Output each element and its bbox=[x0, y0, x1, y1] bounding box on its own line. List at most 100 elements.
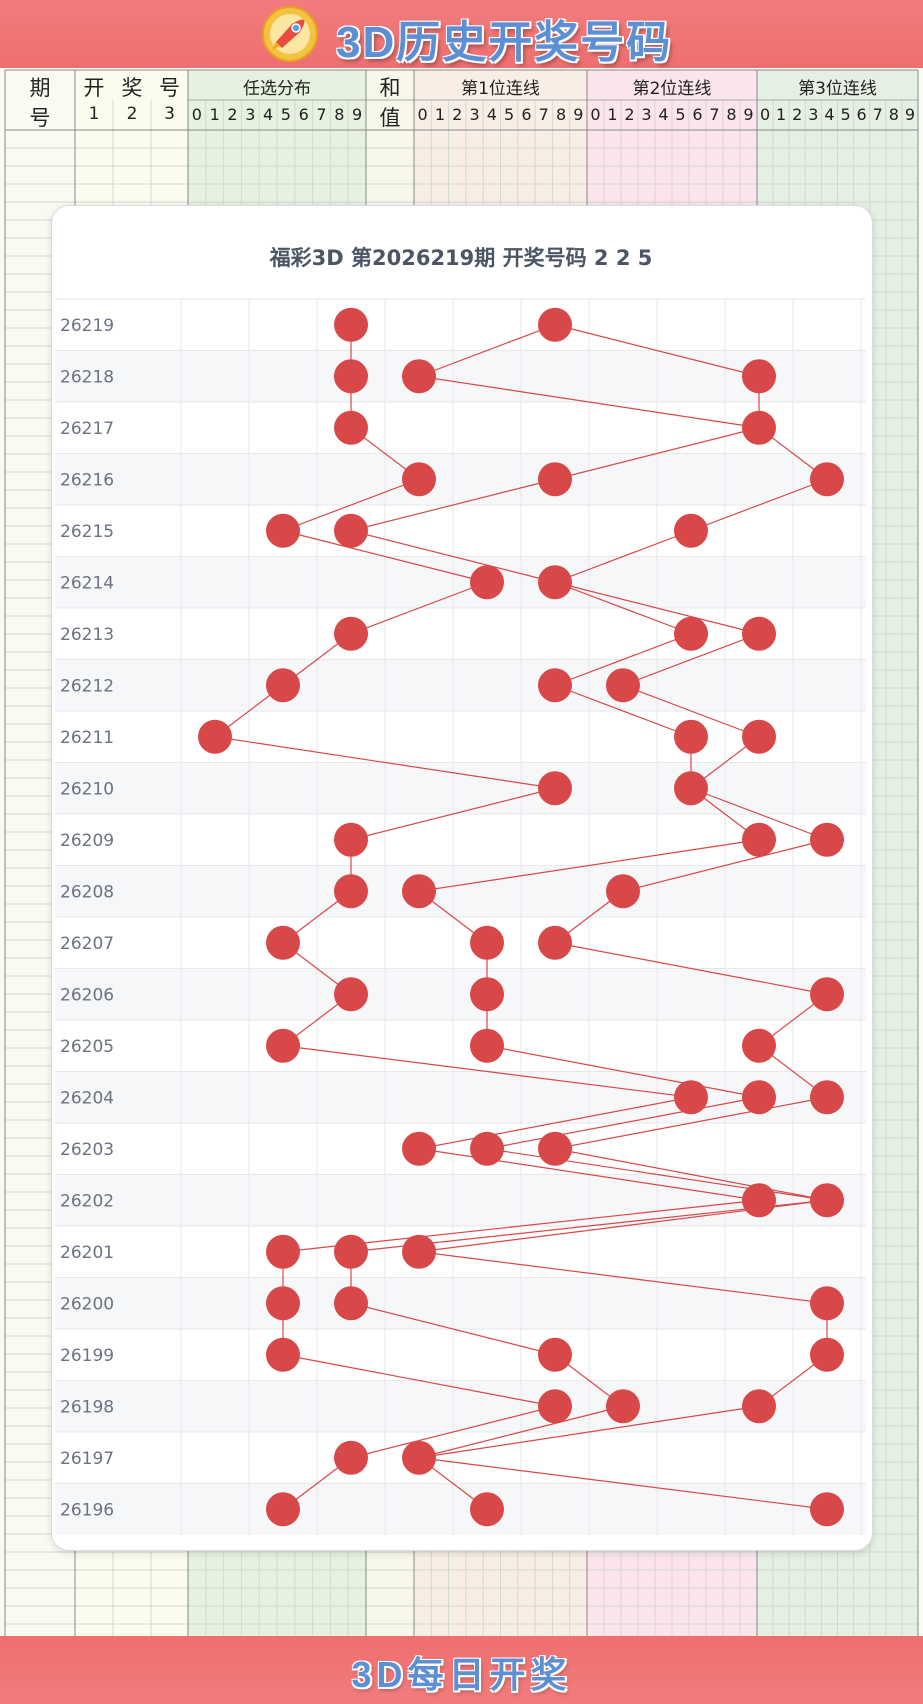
draw-ball-26196-4 bbox=[470, 1492, 504, 1527]
header-digit-3-6: 6 bbox=[856, 105, 867, 124]
trend-line-segment bbox=[554, 1148, 828, 1201]
footer-title: 3D每日开奖 bbox=[351, 1654, 572, 1695]
draw-ball-26197-3 bbox=[402, 1440, 436, 1475]
draw-ball-26202-9 bbox=[810, 1183, 844, 1218]
top-banner: 3D历史开奖号码 bbox=[0, 0, 923, 68]
draw-ball-26211-8 bbox=[742, 719, 776, 754]
period-label: 26209 bbox=[60, 831, 114, 851]
draw-ball-26219-5 bbox=[538, 307, 572, 342]
header-digit-3-9: 9 bbox=[904, 105, 916, 124]
draw-ball-26208-2 bbox=[334, 874, 368, 909]
header-digit-0-5: 5 bbox=[280, 105, 291, 124]
period-label: 26201 bbox=[60, 1243, 114, 1263]
header-digit-2-4: 4 bbox=[658, 105, 669, 124]
period-label: 26198 bbox=[60, 1397, 114, 1417]
row-stripe bbox=[55, 762, 866, 814]
trend-line-segment bbox=[486, 1045, 760, 1098]
period-label: 26208 bbox=[60, 882, 114, 902]
draw-ball-26214-5 bbox=[538, 565, 572, 600]
period-label: 26197 bbox=[60, 1449, 114, 1469]
draw-ball-26196-1 bbox=[266, 1492, 300, 1527]
period-label: 26196 bbox=[60, 1500, 114, 1520]
period-label: 26215 bbox=[60, 522, 114, 542]
period-label: 26216 bbox=[60, 470, 114, 490]
header-draw-index-2: 2 bbox=[126, 104, 138, 124]
draw-ball-26203-4 bbox=[470, 1131, 504, 1166]
header-digit-2-9: 9 bbox=[743, 105, 754, 124]
row-stripe bbox=[55, 968, 866, 1020]
trend-line-segment bbox=[690, 478, 828, 532]
trend-line-segment bbox=[282, 1045, 692, 1098]
trend-line-segment bbox=[418, 324, 556, 377]
trend-line-segment bbox=[554, 581, 760, 635]
header-digit-0-6: 6 bbox=[298, 105, 309, 124]
header-position-2: 第2位连线 bbox=[632, 79, 712, 99]
period-label: 26200 bbox=[60, 1294, 114, 1314]
draw-ball-26212-1 bbox=[266, 668, 300, 703]
row-stripe bbox=[55, 453, 866, 505]
row-stripe bbox=[55, 659, 866, 711]
trend-line-segment bbox=[350, 478, 556, 532]
header-digit-2-1: 1 bbox=[607, 105, 618, 124]
period-label: 26212 bbox=[60, 676, 114, 696]
row-stripe bbox=[55, 1071, 866, 1123]
header-digit-1-7: 7 bbox=[538, 105, 549, 124]
draw-ball-26207-1 bbox=[266, 925, 300, 960]
header-digit-3-2: 2 bbox=[792, 105, 803, 124]
header-digit-0-2: 2 bbox=[227, 105, 238, 124]
header-period-top: 期 bbox=[29, 76, 51, 100]
draw-ball-26209-2 bbox=[334, 822, 368, 857]
draw-ball-26217-8 bbox=[742, 410, 776, 445]
draw-ball-26209-9 bbox=[810, 822, 844, 857]
period-label: 26214 bbox=[60, 573, 114, 593]
draw-ball-26198-6 bbox=[606, 1389, 640, 1424]
row-stripe bbox=[55, 350, 866, 402]
draw-ball-26210-7 bbox=[674, 771, 708, 806]
header-position-3: 第3位连线 bbox=[798, 79, 877, 99]
draw-ball-26200-1 bbox=[266, 1286, 300, 1321]
header-digit-0-8: 8 bbox=[334, 105, 345, 124]
draw-ball-26198-5 bbox=[538, 1389, 572, 1424]
header-digit-2-5: 5 bbox=[675, 105, 686, 124]
period-label: 26206 bbox=[60, 985, 114, 1005]
period-label: 26219 bbox=[60, 316, 114, 336]
period-label: 26204 bbox=[60, 1088, 114, 1108]
header-digit-2-8: 8 bbox=[726, 105, 737, 124]
draw-ball-26197-2 bbox=[334, 1440, 368, 1475]
draw-ball-26206-9 bbox=[810, 977, 844, 1012]
period-label: 26207 bbox=[60, 934, 114, 954]
trend-line-segment bbox=[214, 736, 556, 789]
trend-line-segment bbox=[418, 1457, 828, 1510]
row-stripe bbox=[55, 1483, 866, 1535]
bottom-banner: 3D每日开奖 bbox=[0, 1636, 923, 1704]
trend-line-segment bbox=[622, 839, 828, 892]
draw-ball-26201-2 bbox=[334, 1234, 368, 1269]
draw-ball-26213-2 bbox=[334, 616, 368, 651]
header-digit-3-1: 1 bbox=[776, 105, 787, 124]
header-sum-bottom: 值 bbox=[379, 106, 401, 130]
trend-line-segment bbox=[418, 1405, 624, 1459]
trend-line-segment bbox=[418, 1405, 760, 1459]
draw-ball-26207-4 bbox=[470, 925, 504, 960]
header-digit-1-2: 2 bbox=[452, 105, 463, 124]
period-label: 26202 bbox=[60, 1191, 114, 1211]
trend-line-segment bbox=[350, 1405, 556, 1459]
row-stripe bbox=[55, 556, 866, 608]
trend-line-segment bbox=[350, 530, 556, 583]
period-label: 26210 bbox=[60, 779, 114, 799]
draw-ball-26205-8 bbox=[742, 1028, 776, 1063]
header-position-1: 第1位连线 bbox=[461, 79, 540, 99]
draw-ball-26199-1 bbox=[266, 1337, 300, 1372]
period-label: 26218 bbox=[60, 367, 114, 387]
draw-ball-26218-3 bbox=[402, 359, 436, 394]
header-digit-2-6: 6 bbox=[692, 105, 703, 124]
trend-line-segment bbox=[554, 684, 692, 738]
trend-line-segment bbox=[622, 684, 760, 738]
draw-ball-26211-0 bbox=[198, 719, 232, 754]
draw-ball-26206-2 bbox=[334, 977, 368, 1012]
header-digit-2-7: 7 bbox=[709, 105, 720, 124]
draw-ball-26212-5 bbox=[538, 668, 572, 703]
row-stripe bbox=[55, 1380, 866, 1432]
trend-line-segment bbox=[554, 1096, 828, 1150]
